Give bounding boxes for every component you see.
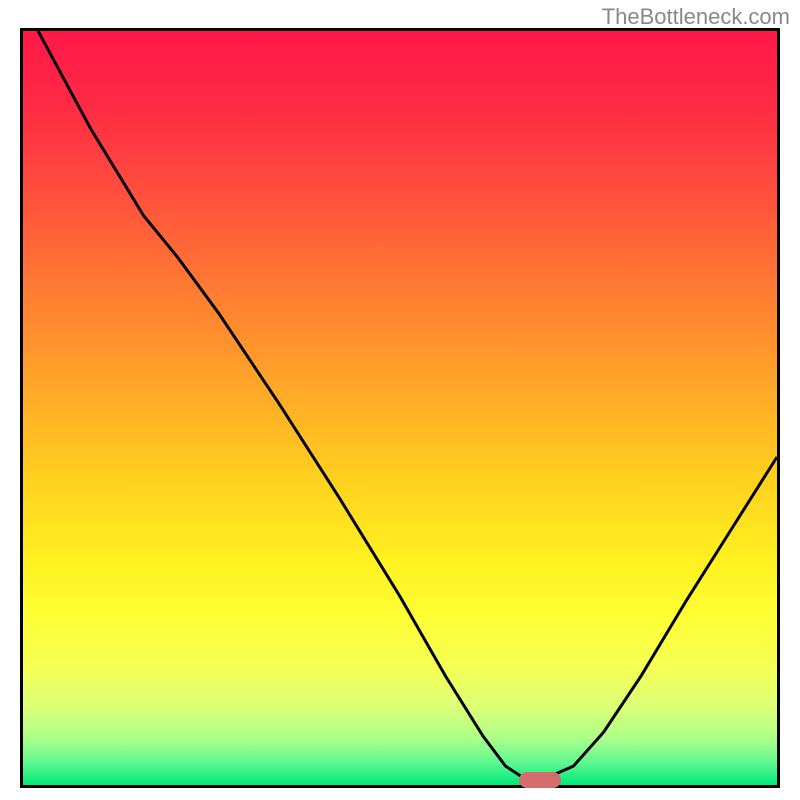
curve-line [23, 31, 777, 785]
chart-container [20, 28, 780, 788]
watermark-text: TheBottleneck.com [602, 4, 790, 30]
min-marker [519, 772, 561, 788]
